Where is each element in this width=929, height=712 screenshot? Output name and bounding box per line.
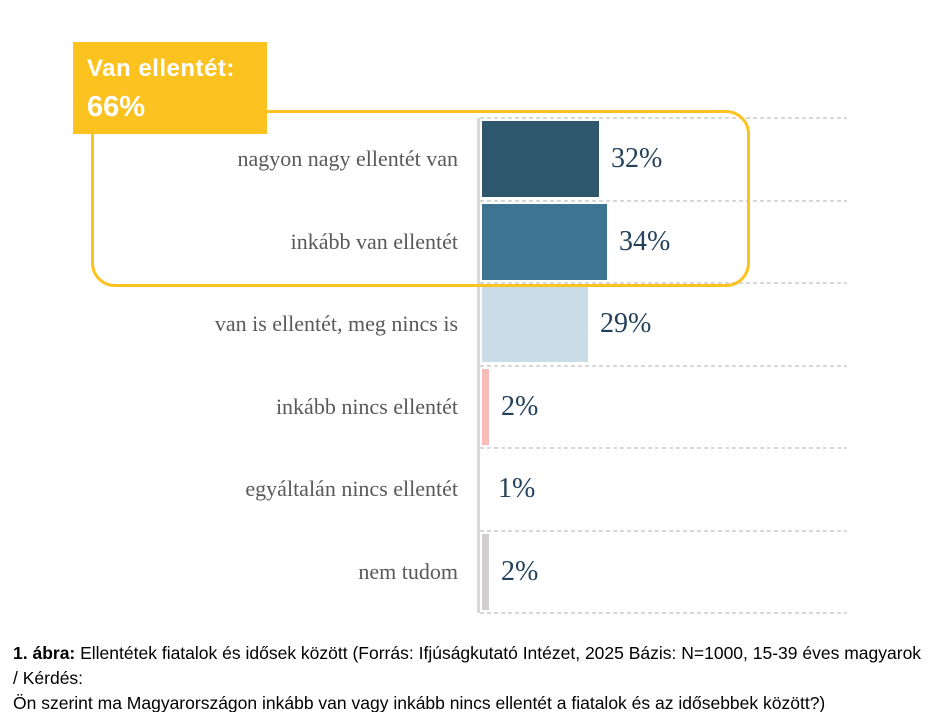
gridline (480, 529, 847, 532)
value-label: 32% (611, 143, 663, 174)
category-label: van is ellentét, meg nincs is (214, 311, 458, 336)
category-label: inkább nincs ellentét (275, 393, 458, 419)
caption-line-2: Ön szerint ma Magyarországon inkább van … (13, 693, 826, 712)
callout-title: Van ellentét: (87, 55, 235, 82)
category-axis-line (477, 118, 480, 613)
value-label: 1% (498, 473, 536, 504)
value-label: 2% (501, 555, 539, 587)
value-label: 34% (619, 225, 671, 257)
figure-caption: 1. ábra: Ellentétek fiatalok és idősek k… (13, 641, 925, 712)
bar-5 (482, 451, 486, 528)
category-label: nem tudom (358, 558, 458, 584)
gridline (480, 282, 847, 284)
gridline (480, 447, 847, 449)
bar-6 (482, 533, 489, 610)
bar-2 (482, 203, 607, 280)
gridline (480, 612, 847, 614)
category-label: egyáltalán nincs ellentét (245, 476, 458, 501)
bar-1 (482, 121, 599, 198)
caption-figure-number: 1. ábra: (13, 643, 76, 663)
category-label: inkább van ellentét (290, 228, 458, 254)
summary-callout: Van ellentét: 66% (73, 42, 267, 134)
caption-line-1-text: Ellentétek fiatalok és idősek között (Fo… (13, 643, 922, 688)
gridline (480, 199, 847, 202)
callout-value: 66% (87, 91, 146, 123)
gridline (480, 364, 847, 367)
category-label: nagyon nagy ellentét van (237, 146, 458, 171)
caption-line-1: 1. ábra: Ellentétek fiatalok és idősek k… (13, 641, 925, 691)
value-label: 29% (600, 308, 652, 339)
bar-3 (482, 286, 588, 363)
gridline (480, 117, 847, 119)
value-label: 2% (501, 390, 539, 422)
bar-4 (482, 368, 489, 445)
